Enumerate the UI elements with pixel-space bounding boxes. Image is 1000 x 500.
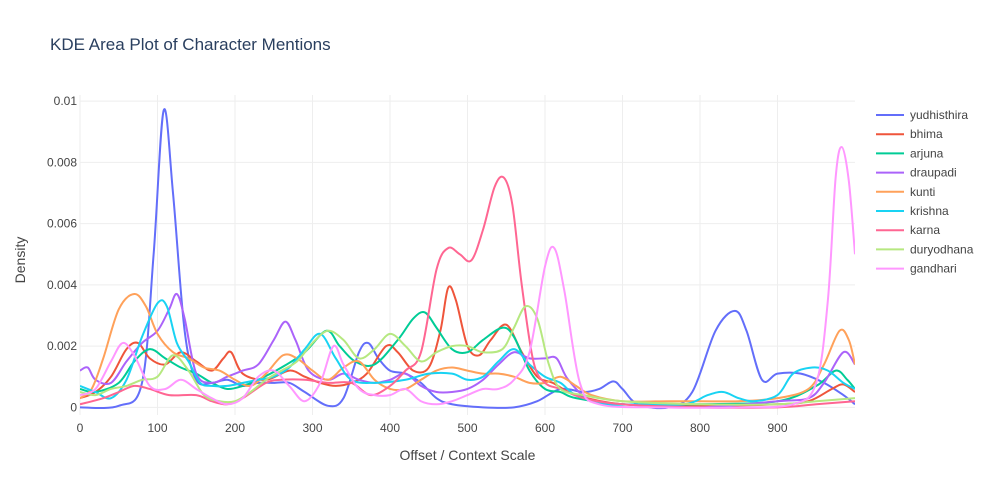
series-line-krishna — [80, 299, 855, 406]
legend-label-yudhisthira[interactable]: yudhisthira — [910, 108, 968, 122]
legend: yudhisthira bhima arjuna draupadi kunti krish… — [876, 108, 974, 276]
x-tick-label: 200 — [225, 421, 245, 435]
y-tick-label: 0 — [70, 400, 77, 414]
x-tick-label: 900 — [767, 421, 787, 435]
y-tick-label: 0.002 — [47, 339, 77, 353]
legend-label-gandhari[interactable]: gandhari — [910, 262, 957, 276]
chart-title: KDE Area Plot of Character Mentions — [50, 35, 331, 54]
x-axis-ticks: 0 100 200 300 400 500 600 700 800 900 — [77, 421, 788, 435]
x-tick-label: 100 — [147, 421, 167, 435]
legend-label-duryodhana[interactable]: duryodhana — [910, 242, 974, 256]
y-tick-label: 0.006 — [47, 217, 77, 231]
series-line-gandhari — [80, 146, 855, 409]
x-tick-label: 400 — [380, 421, 400, 435]
legend-label-bhima[interactable]: bhima — [910, 127, 943, 141]
x-axis-title: Offset / Context Scale — [400, 447, 536, 463]
y-axis-title: Density — [12, 237, 28, 284]
x-tick-label: 300 — [302, 421, 322, 435]
legend-label-krishna[interactable]: krishna — [910, 204, 949, 218]
legend-label-karna[interactable]: karna — [910, 223, 940, 237]
series-line-duryodhana — [80, 304, 855, 406]
legend-label-arjuna[interactable]: arjuna — [910, 146, 944, 160]
legend-label-kunti[interactable]: kunti — [910, 185, 935, 199]
x-tick-label: 0 — [77, 421, 84, 435]
grid — [79, 95, 855, 415]
x-tick-label: 500 — [457, 421, 477, 435]
x-tick-label: 600 — [535, 421, 555, 435]
y-tick-label: 0.008 — [47, 155, 77, 169]
y-tick-label: 0.01 — [54, 94, 78, 108]
series-lines — [80, 108, 855, 410]
y-axis-ticks: 0 0.002 0.004 0.006 0.008 0.01 — [47, 94, 77, 414]
y-tick-label: 0.004 — [47, 278, 77, 292]
legend-label-draupadi[interactable]: draupadi — [910, 166, 957, 180]
x-tick-label: 700 — [612, 421, 632, 435]
x-tick-label: 800 — [690, 421, 710, 435]
